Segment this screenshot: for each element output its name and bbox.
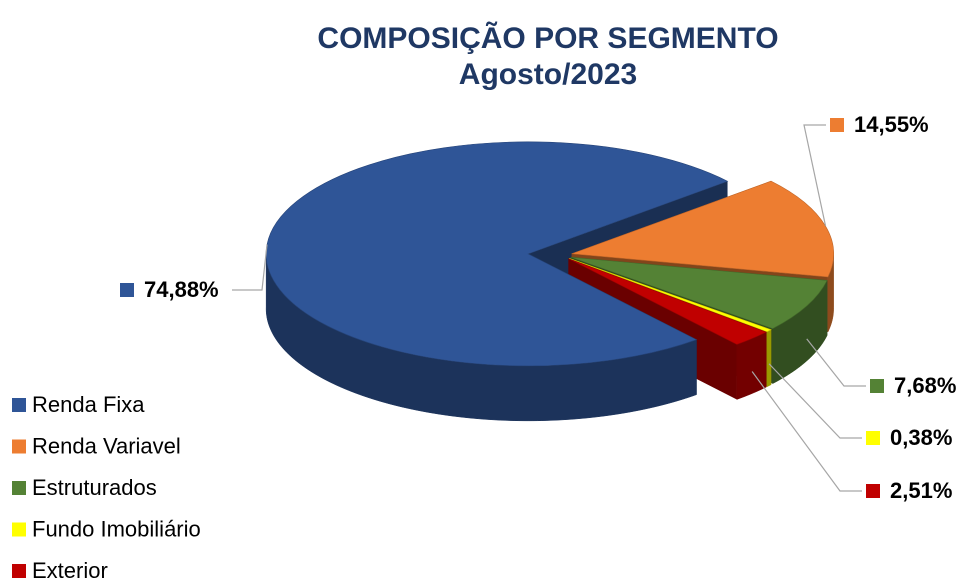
- slice: [570, 256, 828, 329]
- legend-swatch: [12, 522, 26, 537]
- slice: [569, 258, 772, 333]
- chart-title: COMPOSIÇÃO POR SEGMENTO: [317, 21, 778, 55]
- leader-line: [768, 363, 862, 439]
- label-swatch: [870, 379, 884, 393]
- slice: [568, 258, 768, 345]
- label-swatch: [866, 484, 880, 498]
- legend: Renda Fixa Renda Variavel Estruturados Fund…: [12, 392, 201, 579]
- legend-label: Estruturados: [32, 475, 157, 500]
- data-label: 14,55%: [854, 112, 929, 137]
- label-swatch: [866, 431, 880, 445]
- legend-label: Renda Variavel: [32, 433, 181, 458]
- legend-swatch: [12, 564, 26, 578]
- label-swatch: [120, 283, 134, 297]
- leader-line: [751, 371, 862, 492]
- legend-swatch: [12, 398, 26, 412]
- legend-label: Fundo Imobiliário: [32, 516, 201, 541]
- legend-label: Exterior: [32, 558, 108, 579]
- chart-subtitle: Agosto/2023: [459, 58, 637, 91]
- data-label: 0,38%: [890, 425, 952, 450]
- slice: [571, 180, 834, 278]
- leader-line: [803, 124, 827, 227]
- legend-swatch: [12, 481, 26, 495]
- legend-swatch: [12, 439, 26, 454]
- legend-label: Renda Fixa: [32, 392, 145, 417]
- pie-tops: [265, 141, 834, 367]
- leader-line: [806, 338, 866, 387]
- data-label: 7,68%: [894, 373, 956, 398]
- data-labels: 74,88% 14,55% 7,68% 0,38% 2,51%: [120, 112, 956, 503]
- label-swatch: [830, 118, 844, 132]
- slice: [265, 141, 729, 367]
- slice-side: [766, 329, 772, 388]
- leader-line: [232, 244, 268, 291]
- data-label: 74,88%: [144, 277, 219, 302]
- data-label: 2,51%: [890, 478, 952, 503]
